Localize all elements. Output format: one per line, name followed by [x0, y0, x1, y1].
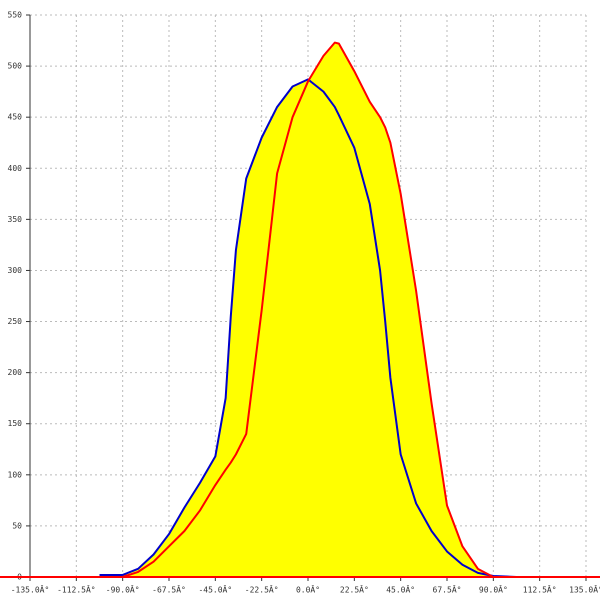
- x-tick-label: -22.5Â°: [245, 584, 279, 595]
- x-tick-label: -45.0Â°: [198, 584, 232, 595]
- y-tick-label: 100: [8, 470, 23, 479]
- x-tick-label: 45.0Â°: [386, 584, 415, 595]
- x-tick-label: -135.0Â°: [11, 584, 50, 595]
- x-tick-label: 90.0Â°: [479, 584, 508, 595]
- x-tick-label: 67.5Â°: [433, 584, 462, 595]
- x-tick-label: 22.5Â°: [340, 584, 369, 595]
- x-tick-label: -90.0Â°: [106, 584, 140, 595]
- y-tick-label: 50: [12, 521, 22, 530]
- y-tick-label: 200: [8, 368, 23, 377]
- x-tick-label: 0.0Â°: [296, 584, 320, 595]
- x-tick-label: -67.5Â°: [152, 584, 186, 595]
- x-tick-label: -112.5Â°: [57, 584, 96, 595]
- y-tick-label: 550: [8, 11, 23, 20]
- y-tick-label: 350: [8, 215, 23, 224]
- y-tick-label: 400: [8, 164, 23, 173]
- x-tick-label: 112.5Â°: [523, 584, 557, 595]
- area-fill: [99, 42, 517, 577]
- y-tick-label: 500: [8, 62, 23, 71]
- y-tick-label: 250: [8, 317, 23, 326]
- y-tick-label: 150: [8, 419, 23, 428]
- series-line: [99, 41, 517, 578]
- series-line: [99, 78, 517, 578]
- y-tick-label: 450: [8, 113, 23, 122]
- y-tick-label: 300: [8, 266, 23, 275]
- x-tick-label: 135.0Â°: [569, 584, 600, 595]
